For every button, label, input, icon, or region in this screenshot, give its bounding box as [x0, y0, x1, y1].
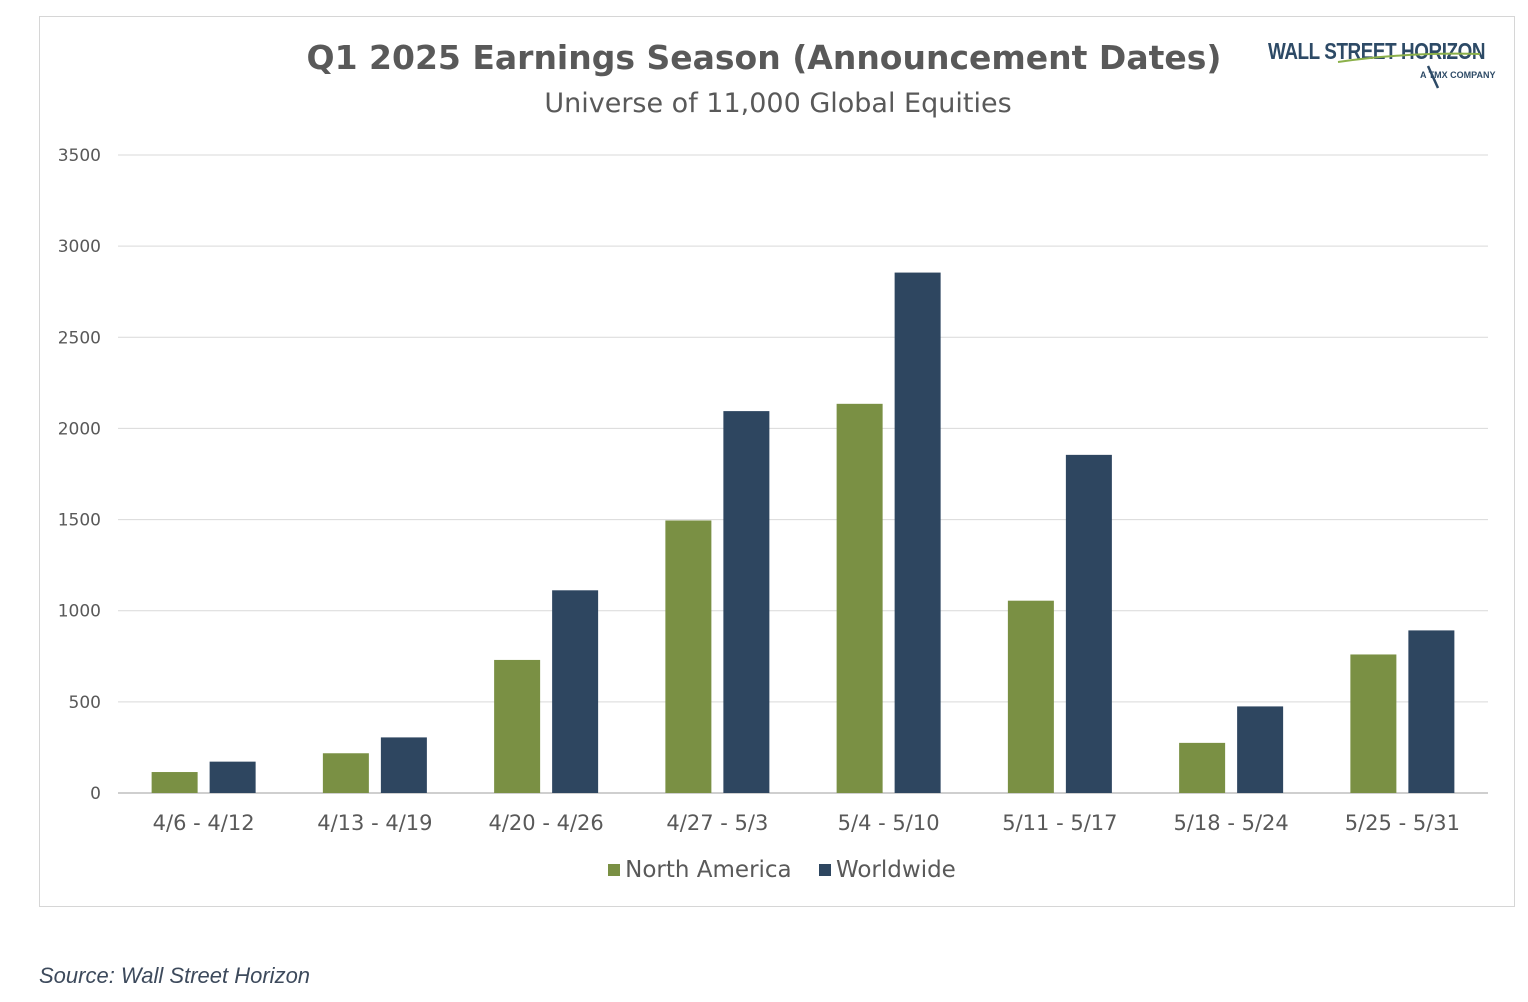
x-category-label: 4/27 - 5/3 — [666, 811, 768, 835]
bar-worldwide — [552, 590, 599, 793]
y-tick-label: 500 — [69, 693, 101, 713]
legend-swatch-north-america — [608, 864, 621, 876]
x-category-label: 5/25 - 5/31 — [1345, 811, 1460, 835]
y-tick-label: 3000 — [58, 237, 101, 257]
bar-north-america — [836, 403, 883, 793]
bar-north-america — [1179, 742, 1226, 793]
bar-north-america — [322, 753, 369, 793]
bar-worldwide — [1408, 630, 1455, 793]
source-caption: Source: Wall Street Horizon — [39, 963, 311, 988]
bar-worldwide — [209, 761, 256, 793]
legend-item-worldwide: Worldwide — [818, 857, 956, 883]
x-category-label: 5/4 - 5/10 — [838, 811, 940, 835]
x-category-label: 4/20 - 4/26 — [489, 811, 604, 835]
bar-worldwide — [1065, 454, 1112, 793]
gridlines — [118, 154, 1488, 794]
y-tick-label: 1000 — [58, 602, 101, 622]
bar-worldwide — [723, 411, 770, 793]
y-axis-ticks: 0 500 1000 1500 2000 2500 3000 3500 — [58, 146, 101, 804]
bar-worldwide — [1237, 706, 1284, 793]
x-category-label: 4/6 - 4/12 — [153, 811, 255, 835]
y-tick-label: 0 — [90, 784, 101, 804]
bar-north-america — [665, 520, 712, 793]
legend-item-north-america: North America — [608, 857, 792, 883]
y-tick-label: 2000 — [58, 419, 101, 439]
bar-worldwide — [380, 737, 427, 793]
logo-swoosh-icon — [1337, 52, 1481, 89]
y-tick-label: 2500 — [58, 328, 101, 348]
bar-north-america — [1350, 654, 1397, 793]
logo-tagline: A TMX COMPANY — [1420, 70, 1496, 80]
x-category-label: 5/11 - 5/17 — [1002, 811, 1117, 835]
legend-label-worldwide: Worldwide — [835, 857, 956, 883]
bar-north-america — [151, 772, 198, 793]
bar-north-america — [494, 659, 541, 793]
chart-subtitle: Universe of 11,000 Global Equities — [544, 88, 1012, 119]
bar-worldwide — [894, 272, 941, 793]
x-category-label: 4/13 - 4/19 — [317, 811, 432, 835]
y-tick-label: 3500 — [58, 146, 101, 166]
legend-swatch-worldwide — [818, 864, 831, 876]
x-axis-categories: 4/6 - 4/12 4/13 - 4/19 4/20 - 4/26 4/27 - 5… — [153, 811, 1460, 835]
wall-street-horizon-logo: WALL STREET HORIZON A TMX COMPANY — [1268, 38, 1496, 94]
bar-north-america — [1007, 600, 1054, 793]
chart-title: Q1 2025 Earnings Season (Announcement Da… — [306, 38, 1222, 77]
y-tick-label: 1500 — [58, 511, 101, 531]
logo-wordmark: WALL STREET HORIZON — [1268, 38, 1486, 64]
legend-label-north-america: North America — [625, 857, 792, 883]
legend: North America Worldwide — [0, 856, 1528, 883]
bars — [151, 272, 1455, 793]
x-category-label: 5/18 - 5/24 — [1174, 811, 1289, 835]
